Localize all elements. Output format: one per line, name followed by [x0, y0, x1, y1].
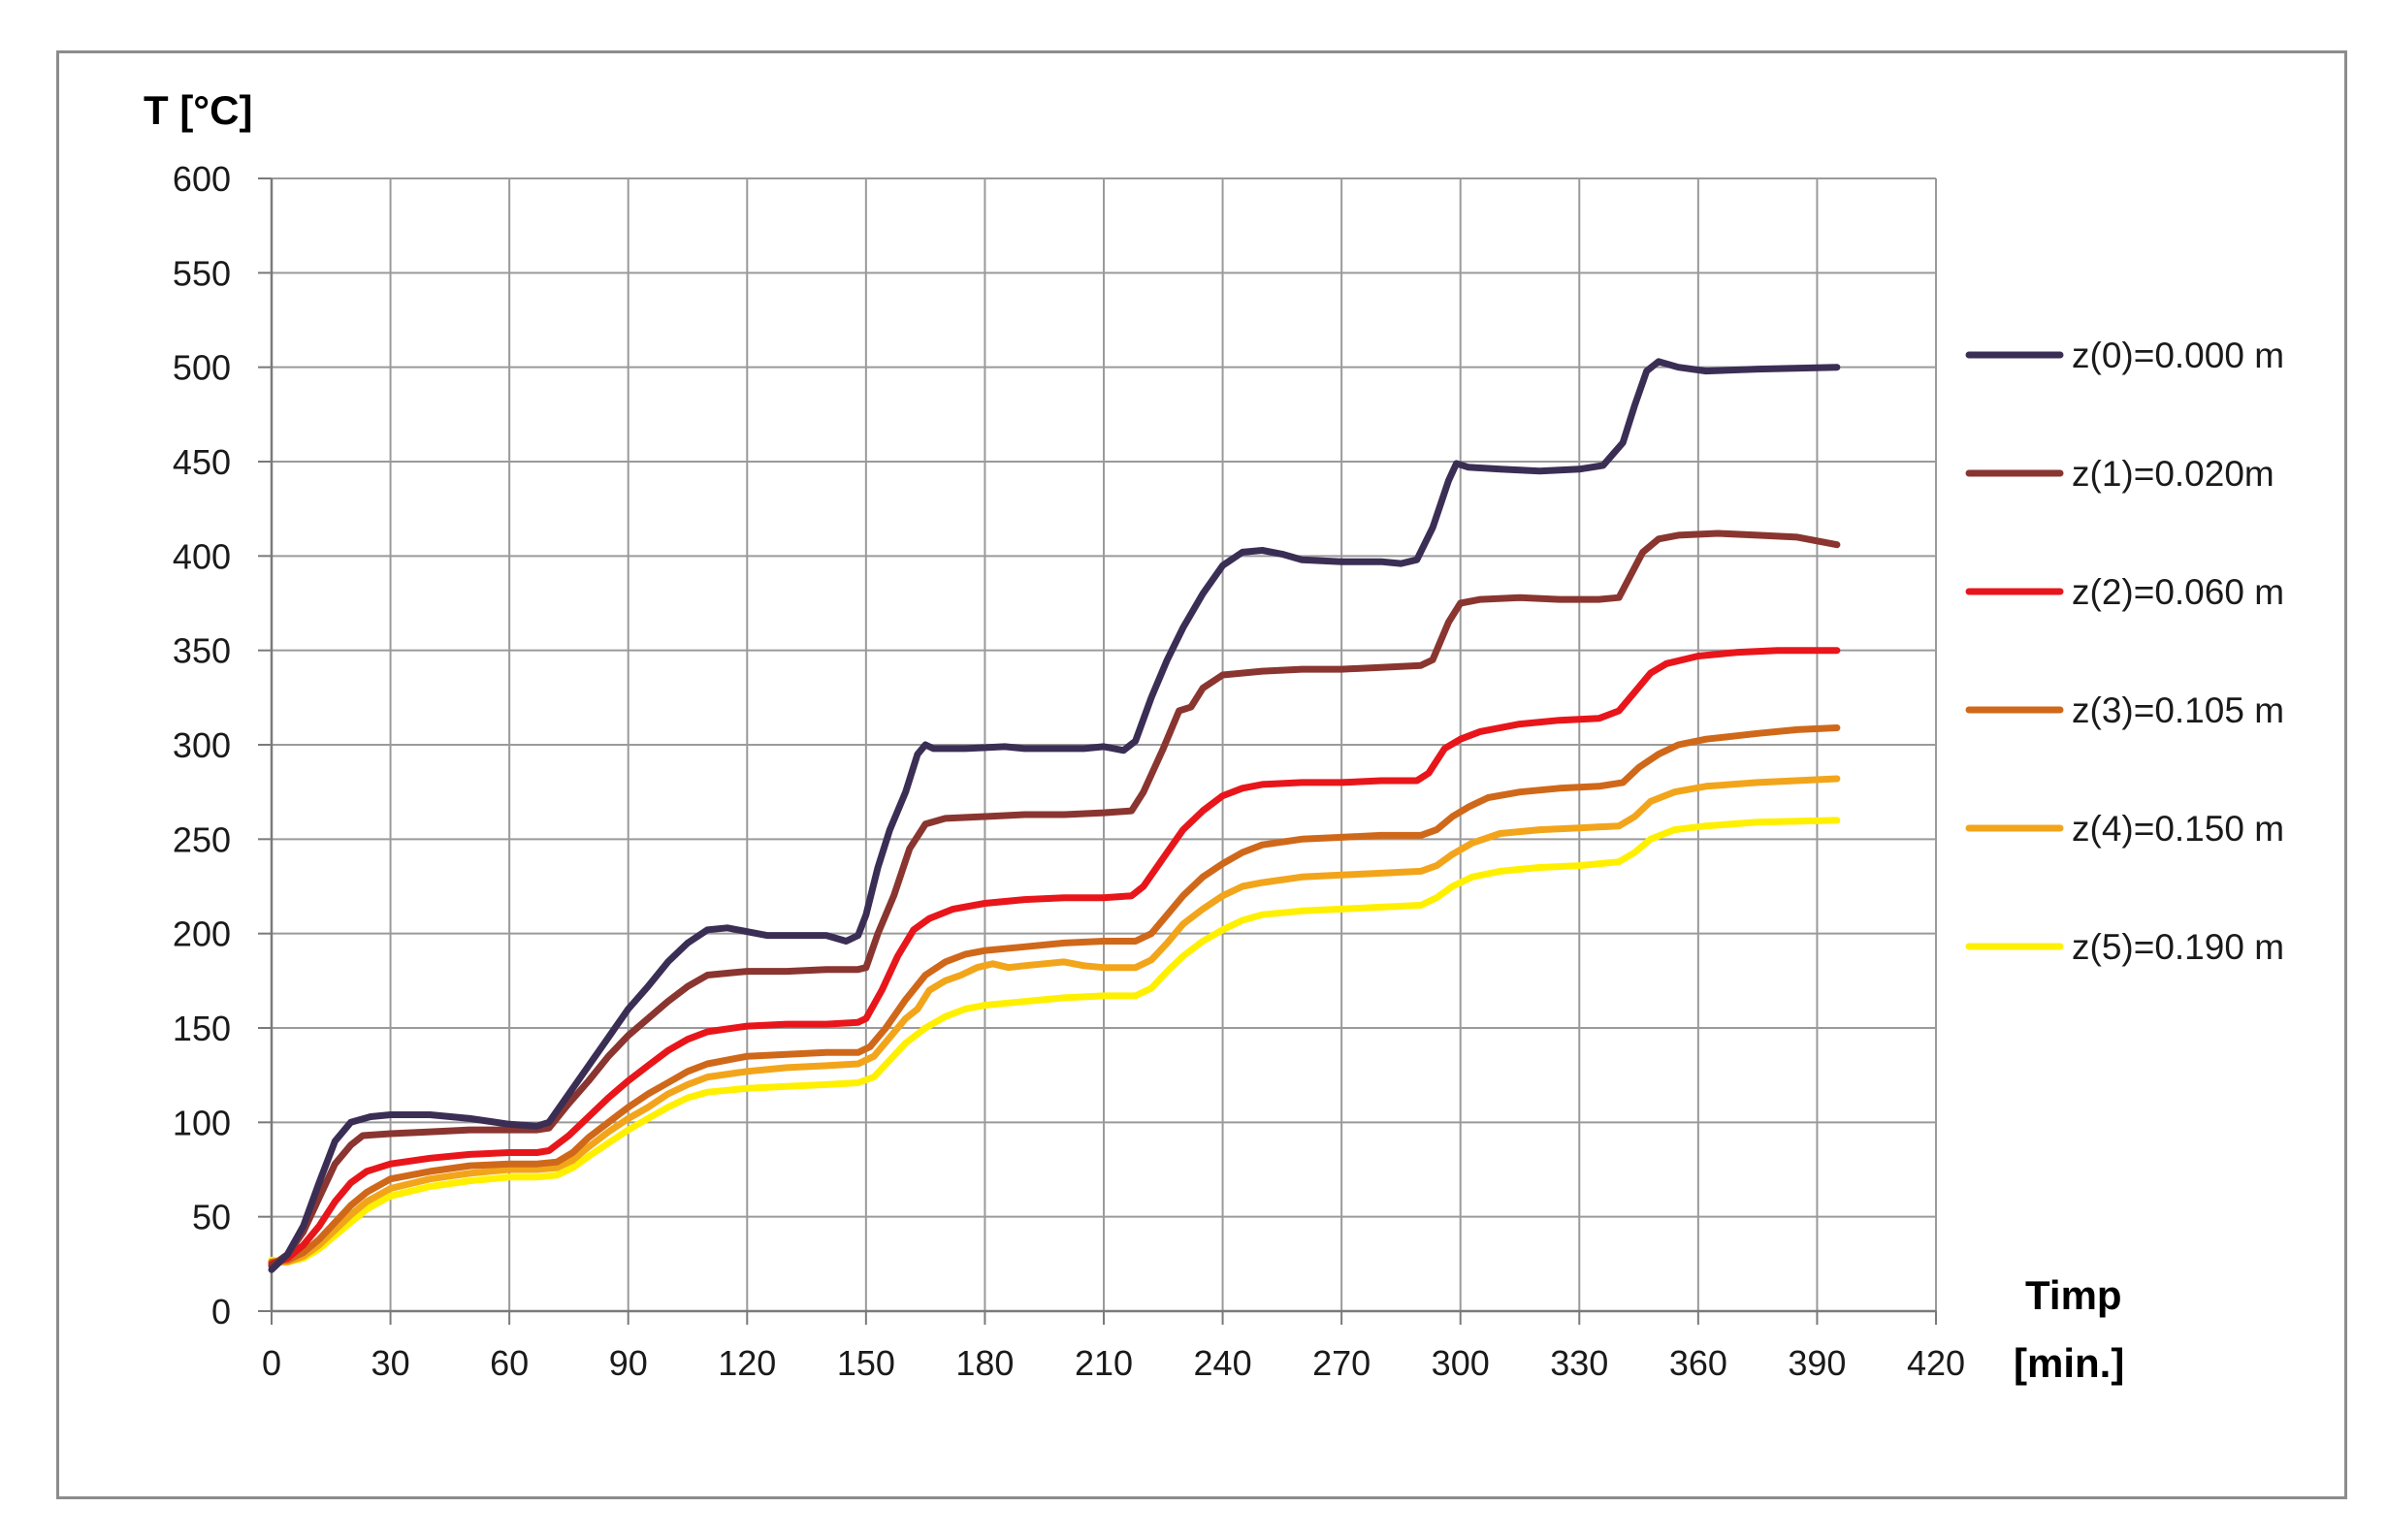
y-tick-label: 0: [211, 1292, 231, 1331]
series-line-z0: [268, 358, 1841, 1273]
x-tick-label: 60: [490, 1343, 529, 1383]
y-tick-label: 600: [173, 159, 231, 199]
y-tick-label: 300: [173, 725, 231, 765]
legend: z(0)=0.000 m z(1)=0.020m z(2)=0.060 m z(3)=…: [1965, 336, 2284, 967]
y-tick-label: 150: [173, 1009, 231, 1048]
x-tick-label: 300: [1432, 1343, 1490, 1383]
y-tick-labels: 0 50 100 150 200 250 300 350 400 450 500 550 600: [173, 159, 231, 1331]
x-tick-label: 0: [262, 1343, 281, 1383]
x-tick-label: 150: [837, 1343, 895, 1383]
y-tick-label: 250: [173, 819, 231, 859]
y-tick-label: 100: [173, 1103, 231, 1142]
x-tick-label: 30: [371, 1343, 410, 1383]
y-axis-title: T [°C]: [144, 87, 252, 133]
legend-label-z1: z(1)=0.020m: [2072, 454, 2274, 494]
x-axis-title-line-1: Timp: [2025, 1272, 2122, 1318]
series-line-z1: [268, 529, 1841, 1269]
x-tick-label: 210: [1075, 1343, 1133, 1383]
y-tick-label: 400: [173, 536, 231, 576]
series-line-z3: [268, 724, 1841, 1266]
x-axis-title-line-2: [min.]: [2014, 1340, 2124, 1386]
x-tick-label: 180: [955, 1343, 1014, 1383]
x-tick-labels: 0 30 60 90 120 150 180 210 240 270 300 330 360 390 420: [262, 1343, 1965, 1383]
x-tick-label: 120: [718, 1343, 776, 1383]
x-tick-label: 360: [1669, 1343, 1727, 1383]
x-tick-label: 270: [1312, 1343, 1371, 1383]
y-tick-label: 200: [173, 914, 231, 954]
y-tick-label: 500: [173, 348, 231, 388]
x-tick-label: 240: [1194, 1343, 1252, 1383]
legend-label-z5: z(5)=0.190 m: [2072, 927, 2284, 967]
y-tick-label: 550: [173, 253, 231, 293]
chart-frame: [56, 50, 2347, 1499]
x-tick-label: 390: [1788, 1343, 1846, 1383]
series-line-z2: [268, 647, 1841, 1267]
series-lines: [268, 358, 1841, 1273]
legend-label-z2: z(2)=0.060 m: [2072, 572, 2284, 612]
legend-label-z4: z(4)=0.150 m: [2072, 809, 2284, 849]
y-tick-label: 450: [173, 442, 231, 482]
legend-label-z0: z(0)=0.000 m: [2072, 336, 2284, 375]
x-tick-label: 330: [1550, 1343, 1608, 1383]
y-tick-label: 50: [192, 1198, 231, 1237]
x-tick-label: 420: [1907, 1343, 1965, 1383]
series-line-z5: [268, 817, 1841, 1266]
x-tick-label: 90: [609, 1343, 648, 1383]
y-tick-label: 350: [173, 631, 231, 671]
series-line-z4: [268, 775, 1841, 1266]
legend-label-z3: z(3)=0.105 m: [2072, 690, 2284, 730]
grid-lines: [258, 177, 1937, 1325]
